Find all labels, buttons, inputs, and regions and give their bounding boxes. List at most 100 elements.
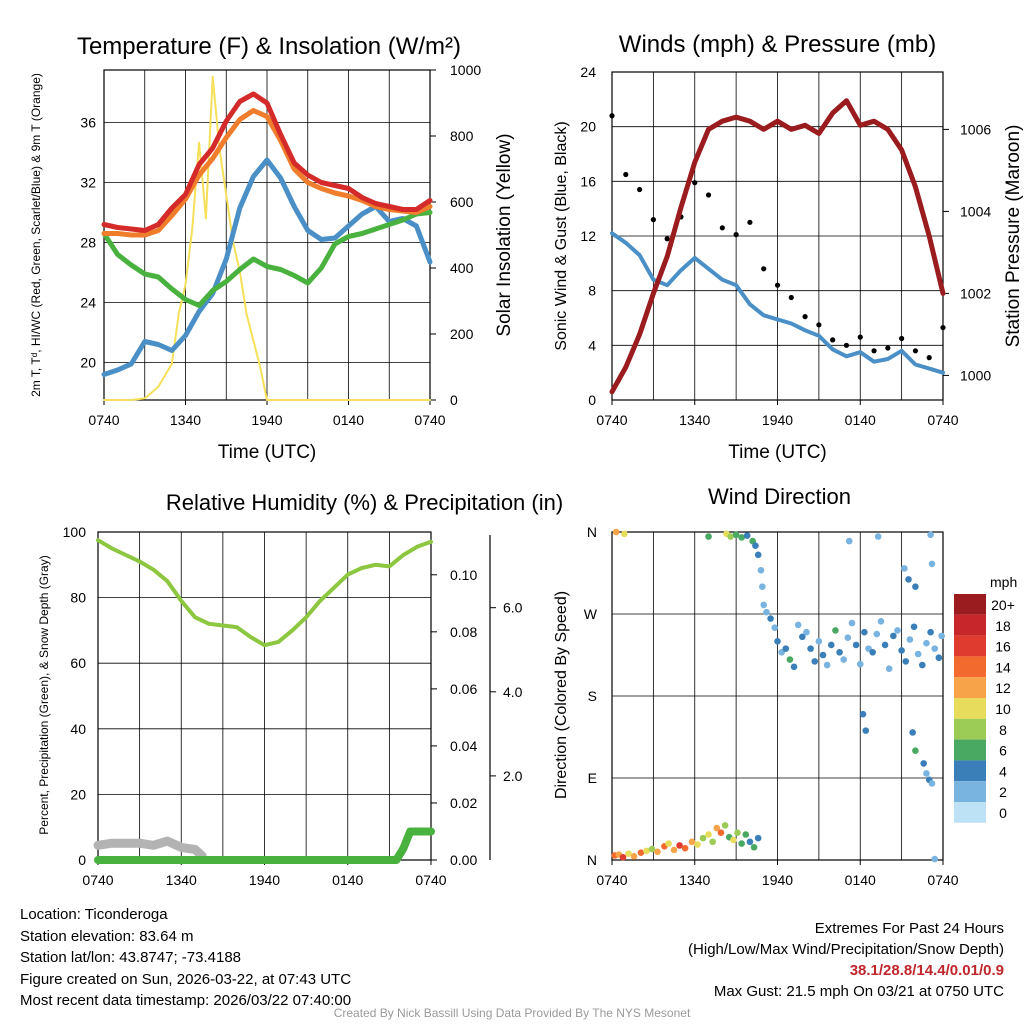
y-tick-label: 24 <box>80 295 96 311</box>
direction-point <box>852 641 860 649</box>
direction-point <box>746 838 754 846</box>
direction-point <box>920 760 927 767</box>
y2-axis-label: Station Pressure (Maroon) <box>1003 125 1024 348</box>
direction-point <box>927 531 934 539</box>
latlon-label: Station lat/lon: 43.8747; -73.4188 <box>20 949 242 966</box>
legend-swatch <box>954 739 986 761</box>
y-tick-label: E <box>588 770 597 786</box>
y-axis-label: 2m T, Tᵈ, HI/WC (Red, Green, Scarlet/Blu… <box>29 73 43 397</box>
direction-point <box>912 583 919 590</box>
legend-swatch <box>954 635 986 657</box>
direction-point <box>848 619 856 627</box>
y-tick-label: 20 <box>80 355 96 371</box>
legend-label: 8 <box>999 722 1007 738</box>
direction-point <box>665 840 672 847</box>
direction-point <box>750 843 758 851</box>
x-tick-label: 0740 <box>414 412 445 428</box>
direction-point <box>923 770 930 777</box>
gust-point <box>857 334 863 340</box>
created-label: Figure created on Sun, 2026-03-22, at 07… <box>20 970 352 988</box>
gust-point <box>692 180 698 186</box>
y2-tick-label: 1006 <box>960 121 991 137</box>
direction-point <box>643 847 650 855</box>
location-label: Location: Ticonderoga <box>20 906 168 923</box>
gust-point <box>761 266 767 272</box>
legend-label: 12 <box>995 680 1011 696</box>
legend-swatch <box>954 781 986 802</box>
direction-point <box>845 537 853 545</box>
direction-point <box>869 648 876 656</box>
direction-point <box>738 534 745 541</box>
direction-point <box>885 665 893 672</box>
direction-point <box>803 628 810 636</box>
legend-swatch <box>954 760 986 782</box>
direction-point <box>890 632 897 640</box>
direction-point <box>862 727 870 734</box>
gust-point <box>843 342 850 348</box>
gust-point <box>664 236 670 242</box>
chart-title-wind-direction: Wind Direction <box>708 484 851 509</box>
gust-point <box>733 232 739 238</box>
x-tick-label: 0140 <box>332 872 363 888</box>
series-line-sonic-wind <box>610 231 945 375</box>
chart-title-temperature: Temperature (F) & Insolation (W/m²) <box>77 33 461 60</box>
y2-tick-label: 0.00 <box>450 852 477 868</box>
gust-point <box>636 186 643 193</box>
direction-point <box>694 841 701 848</box>
direction-point <box>931 855 939 863</box>
x-tick-label: 0740 <box>596 412 627 428</box>
direction-point <box>874 533 882 540</box>
direction-point <box>743 532 751 539</box>
x-tick-label: 1340 <box>166 872 197 888</box>
gust-point <box>816 322 822 328</box>
series-line-snow-depth <box>93 836 207 861</box>
gust-point <box>774 282 781 288</box>
x-tick-label: 0740 <box>82 872 113 888</box>
direction-point <box>807 645 814 652</box>
direction-point <box>906 636 914 643</box>
y2-tick-label: 0.10 <box>450 567 477 583</box>
y-tick-label: 0 <box>588 392 596 408</box>
y-tick-label: 28 <box>80 235 96 251</box>
legend-label: 0 <box>999 805 1007 821</box>
y-tick-label: N <box>587 852 597 868</box>
chart-title-humidity: Relative Humidity (%) & Precipitation (i… <box>166 490 563 515</box>
y-tick-label: 32 <box>80 175 96 191</box>
direction-point <box>648 845 656 853</box>
direction-point <box>699 834 707 842</box>
direction-point <box>910 623 918 631</box>
direction-point <box>612 528 620 536</box>
legend-label: 18 <box>995 618 1011 634</box>
legend-swatch <box>954 614 986 636</box>
x-axis-label: Time (UTC) <box>218 442 317 463</box>
direction-point <box>763 608 770 616</box>
series-line-precipitation <box>94 827 435 864</box>
legend-title: mph <box>990 574 1017 590</box>
direction-point <box>927 628 934 636</box>
direction-point <box>621 530 628 538</box>
y2-tick-label: 0.02 <box>450 795 477 811</box>
y3-tick-label: 2.0 <box>503 768 523 784</box>
extremes-panel: Extremes For Past 24 Hours (High/Low/Max… <box>688 918 1004 1002</box>
direction-point <box>912 747 919 754</box>
y-tick-label: 4 <box>588 337 596 353</box>
y2-tick-label: 400 <box>450 260 474 276</box>
direction-point <box>898 647 905 654</box>
y-tick-label: 0 <box>78 852 86 868</box>
x-axis-label: Time (UTC) <box>728 442 827 463</box>
direction-point <box>928 780 936 787</box>
direction-point <box>771 624 779 631</box>
elevation-label: Station elevation: 83.64 m <box>20 927 194 945</box>
y2-tick-label: 600 <box>450 194 474 210</box>
direction-point <box>754 551 762 559</box>
direction-point <box>794 621 802 629</box>
series-line-9m-t <box>101 108 433 238</box>
x-tick-label: 0740 <box>596 872 627 888</box>
direction-point <box>901 565 908 572</box>
y-tick-label: N <box>587 524 597 540</box>
extremes-legend: (High/Low/Max Wind/Precipitation/Snow De… <box>688 941 1004 958</box>
x-tick-label: 1340 <box>679 412 710 428</box>
gust-point <box>802 314 808 320</box>
series-line-relative-humidity <box>96 538 433 648</box>
direction-point <box>844 634 852 641</box>
